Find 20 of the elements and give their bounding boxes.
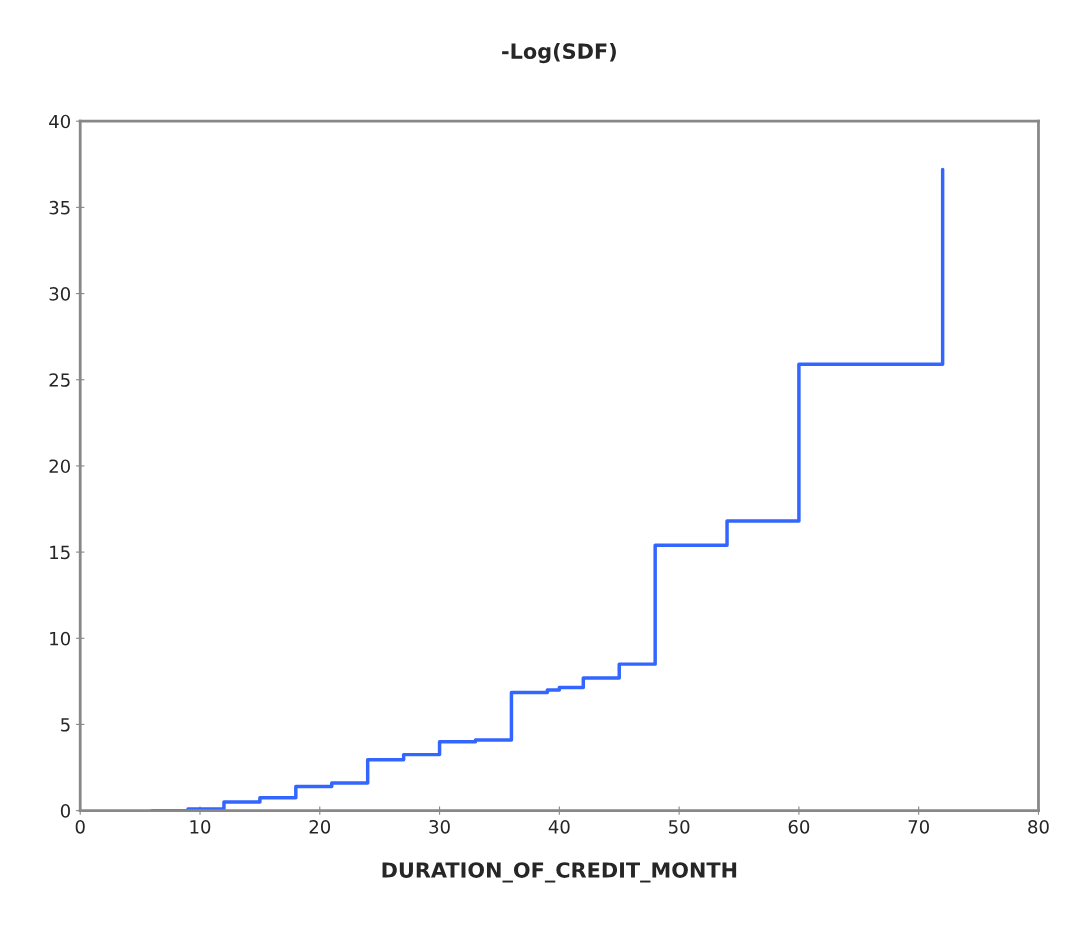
y-tick-label: 25	[49, 373, 70, 387]
y-tick-label: 15	[50, 545, 70, 560]
x-tick-label: 60	[788, 819, 810, 834]
x-tick-label: 20	[309, 819, 331, 834]
x-tick-label: 30	[429, 819, 450, 834]
y-tick-label: 20	[49, 459, 70, 474]
y-tick-label: 40	[49, 114, 70, 129]
y-tick-label: 35	[49, 200, 70, 215]
y-tick-label: 30	[49, 287, 70, 301]
x-tick-label: 70	[908, 819, 929, 834]
x-tick-label: 10	[190, 819, 211, 834]
x-tick-label: 40	[548, 819, 570, 834]
x-tick-label: 50	[669, 819, 690, 834]
y-tick-label: 5	[61, 718, 70, 732]
x-tick-label: 80	[1028, 819, 1049, 834]
y-tick-label: 0	[60, 804, 70, 818]
x-tick-label: 0	[75, 819, 85, 834]
y-tick-label: 10	[50, 631, 70, 646]
chart-title: -Log(SDF)	[502, 42, 616, 64]
x-axis-title: DURATION_OF_CREDIT_MONTH	[382, 862, 737, 883]
